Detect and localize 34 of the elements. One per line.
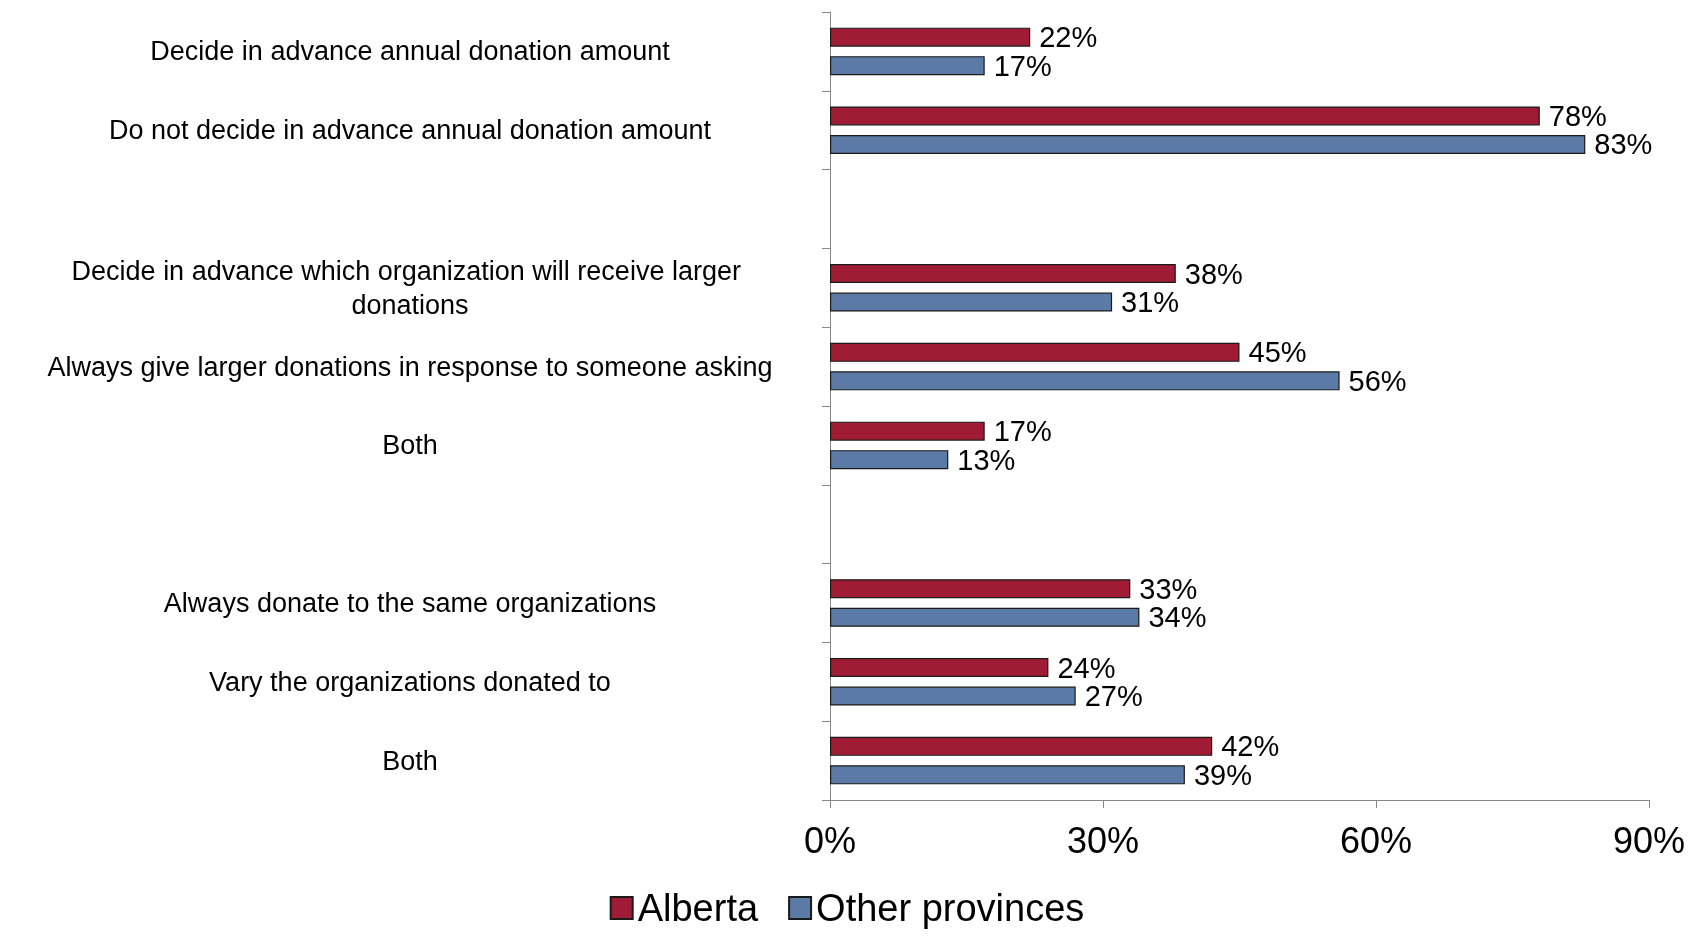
bar [830, 421, 985, 441]
data-label: 31% [1121, 286, 1180, 319]
legend-label: Other provinces [816, 887, 1085, 929]
y-tick-label: Do not decide in advance annual donation amount [109, 115, 712, 146]
y-tick-label: Always donate to the same organizations [163, 588, 657, 618]
bar [830, 607, 1140, 627]
bar [830, 450, 949, 470]
bar [830, 134, 1586, 154]
bar [830, 686, 1076, 706]
bar [830, 371, 1340, 391]
bar [830, 264, 1176, 284]
bar [830, 579, 1131, 599]
y-tick-label: Vary the organizations donated to [209, 666, 611, 697]
y-tick-label: Both [382, 745, 438, 776]
x-tick-label: 30% [1066, 819, 1140, 861]
bar [830, 56, 985, 76]
y-tick-label: Always give larger donations in response to someone asking [47, 351, 773, 382]
y-tick-label: Both [382, 430, 438, 461]
bar [830, 106, 1540, 126]
y-tick-label: Decide in advance annual donation amount [150, 36, 671, 67]
data-label: 38% [1184, 257, 1243, 290]
bar [830, 736, 1213, 756]
bar [830, 292, 1113, 312]
data-label: 56% [1348, 364, 1407, 397]
x-tick-label: 0% [803, 819, 857, 861]
x-tick-label: 60% [1339, 819, 1413, 861]
bar [830, 342, 1240, 362]
data-label: 45% [1248, 336, 1307, 369]
y-tick-label: Decide in advance which organization will receive larger donations [71, 255, 749, 320]
bar [830, 765, 1185, 785]
bar [830, 27, 1031, 47]
bar [830, 658, 1049, 678]
x-tick-label: 90% [1612, 819, 1686, 861]
legend-label: Alberta [637, 887, 759, 929]
